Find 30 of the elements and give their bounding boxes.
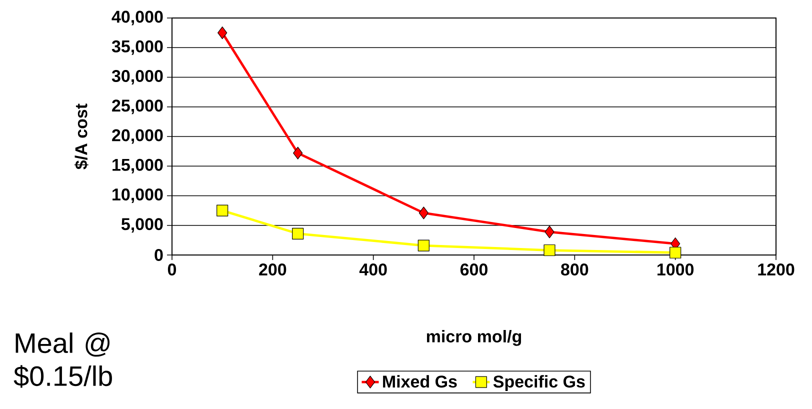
y-tick-label: 40,000 [112, 10, 163, 26]
point [418, 240, 430, 252]
y-tick-label: 30,000 [112, 70, 163, 84]
y-tick-label: 0 [154, 248, 163, 262]
legend-label: Mixed Gs [383, 375, 457, 388]
point [544, 244, 556, 256]
x-tick-label: 400 [359, 264, 387, 276]
point [293, 146, 303, 160]
y-tick-label: 25,000 [112, 100, 163, 114]
y-axis-title: $/A cost [74, 104, 88, 170]
point [216, 204, 228, 216]
y-tick-label: 15,000 [112, 158, 163, 174]
point [544, 226, 554, 238]
x-tick-label: 800 [561, 264, 588, 276]
x-tick-label: 1000 [658, 264, 694, 276]
point [418, 206, 428, 220]
x-tick-label: 0 [168, 264, 176, 276]
text: Meal @ $0.15/lb [14, 332, 112, 388]
x-tick-label: 1200 [758, 264, 794, 276]
point [292, 228, 304, 240]
y-tick-label: 5,000 [121, 218, 163, 233]
y-tick-label: 10,000 [112, 188, 163, 203]
legend-label: Specific Gs [493, 375, 585, 391]
x-axis-title: micro mol/g [426, 330, 522, 346]
x-tick-label: 600 [460, 264, 488, 276]
x-tick-label: 200 [259, 264, 286, 276]
point [218, 26, 228, 40]
y-tick-label: 20,000 [112, 129, 163, 144]
y-tick-label: 35,000 [112, 40, 163, 55]
point [670, 246, 682, 258]
